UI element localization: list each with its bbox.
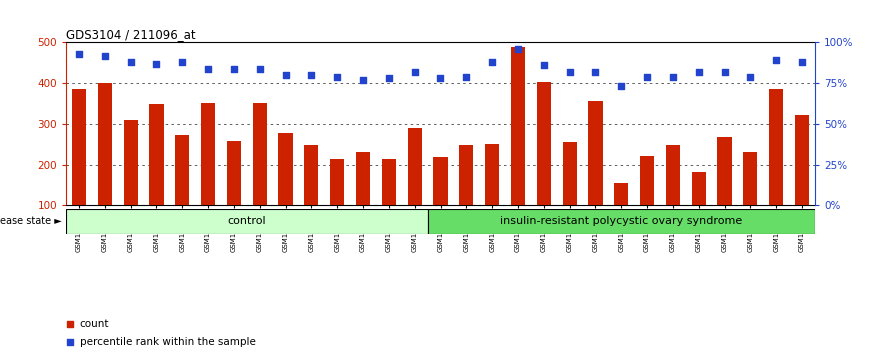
Point: [63, 321, 77, 327]
Text: control: control: [227, 216, 266, 226]
Point: [433, 75, 448, 81]
Bar: [98, 83, 112, 246]
Bar: [744, 152, 758, 246]
Point: [227, 66, 241, 72]
Text: insulin-resistant polycystic ovary syndrome: insulin-resistant polycystic ovary syndr…: [500, 216, 743, 226]
Point: [150, 61, 164, 67]
Point: [381, 75, 396, 81]
Bar: [330, 159, 344, 246]
Point: [72, 51, 86, 57]
Bar: [640, 156, 655, 246]
Bar: [769, 89, 783, 246]
Point: [459, 74, 473, 80]
Bar: [459, 145, 473, 246]
Point: [63, 339, 77, 344]
Bar: [381, 159, 396, 246]
Point: [537, 62, 551, 68]
Bar: [356, 152, 370, 246]
Bar: [795, 115, 809, 246]
Point: [692, 69, 706, 75]
Point: [744, 74, 758, 80]
Bar: [433, 157, 448, 246]
Point: [589, 69, 603, 75]
Bar: [427, 209, 815, 234]
Point: [356, 77, 370, 83]
Point: [795, 59, 809, 65]
Bar: [562, 142, 577, 246]
Bar: [304, 145, 319, 246]
Bar: [278, 133, 292, 246]
Point: [123, 59, 137, 65]
Point: [330, 74, 344, 80]
Bar: [253, 103, 267, 246]
Bar: [511, 46, 525, 246]
Point: [98, 53, 112, 58]
Bar: [666, 145, 680, 246]
Point: [485, 59, 500, 65]
Text: disease state ►: disease state ►: [0, 216, 62, 226]
Bar: [408, 128, 422, 246]
Point: [769, 58, 783, 63]
Bar: [201, 103, 215, 246]
Bar: [123, 120, 137, 246]
Bar: [537, 82, 551, 246]
Bar: [72, 89, 86, 246]
Point: [614, 84, 628, 89]
Point: [253, 66, 267, 72]
Point: [563, 69, 577, 75]
Point: [278, 72, 292, 78]
Bar: [485, 144, 500, 246]
Text: percentile rank within the sample: percentile rank within the sample: [79, 337, 255, 347]
Point: [304, 72, 318, 78]
Point: [511, 46, 525, 52]
Point: [717, 69, 731, 75]
Bar: [226, 141, 241, 246]
Bar: [150, 104, 164, 246]
Bar: [717, 137, 731, 246]
Bar: [589, 101, 603, 246]
Bar: [614, 183, 628, 246]
Point: [175, 59, 189, 65]
Bar: [692, 172, 706, 246]
Text: GDS3104 / 211096_at: GDS3104 / 211096_at: [66, 28, 196, 41]
Point: [201, 66, 215, 72]
Point: [640, 74, 654, 80]
Text: count: count: [79, 319, 109, 329]
Point: [408, 69, 422, 75]
Point: [666, 74, 680, 80]
Bar: [175, 135, 189, 246]
Bar: [66, 209, 427, 234]
